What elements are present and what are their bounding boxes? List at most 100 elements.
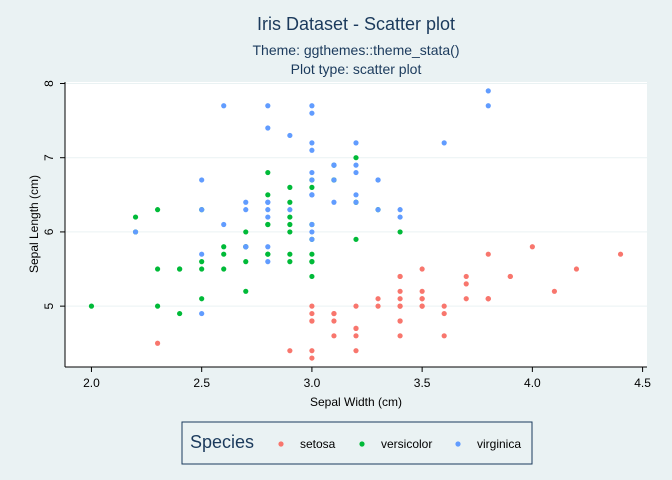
point-setosa [309,355,315,361]
point-setosa [353,325,359,332]
point-setosa [309,303,315,309]
point-setosa [419,288,425,294]
point-setosa [507,273,513,280]
point-versicolor [177,310,183,317]
point-setosa [309,318,315,324]
point-setosa [419,266,425,272]
y-tick-label: 8 [42,80,56,87]
point-setosa [573,266,580,272]
point-setosa [397,296,403,302]
legend: Species setosa versicolor virginica [181,421,533,465]
point-versicolor [287,229,293,235]
data-points [88,88,624,361]
point-versicolor [287,184,293,190]
point-setosa [397,303,403,309]
point-virginica [132,229,139,235]
point-versicolor [287,214,293,220]
y-axis-label: Sepal Length (cm) [27,175,41,273]
point-versicolor [287,251,293,257]
point-setosa [397,318,403,324]
point-virginica [309,169,315,176]
legend-label-versicolor: versicolor [381,437,432,451]
point-virginica [309,110,315,116]
chart-subtitle-line-1: Theme: ggthemes::theme_stata() [253,42,460,58]
x-tick-label: 2.0 [83,376,100,390]
point-virginica [243,199,249,205]
point-versicolor [265,192,271,198]
point-virginica [309,177,315,183]
point-virginica [265,259,271,265]
point-setosa [485,296,491,302]
point-virginica [221,221,227,228]
point-virginica [331,162,337,168]
point-virginica [353,199,359,205]
point-versicolor [265,251,271,257]
point-versicolor [309,184,315,190]
point-virginica [287,132,293,139]
y-tick-label: 7 [42,154,56,161]
point-versicolor [199,296,205,302]
point-versicolor [221,251,227,257]
point-virginica [265,199,271,205]
point-setosa [551,288,558,294]
point-setosa [353,348,359,354]
point-virginica [397,207,403,213]
point-setosa [463,281,469,287]
point-virginica [331,177,337,183]
legend-marker-virginica [455,441,461,447]
point-setosa [441,310,447,317]
legend-title: Species [190,432,254,452]
point-virginica [243,207,249,213]
point-setosa [309,310,315,317]
point-versicolor [221,266,227,272]
point-virginica [309,221,315,228]
legend-label-virginica: virginica [477,437,521,451]
point-virginica [485,103,491,109]
point-versicolor [287,221,293,228]
point-setosa [331,333,337,339]
plot-area [65,82,647,367]
point-setosa [441,303,447,309]
point-versicolor [243,288,249,294]
point-versicolor [132,214,139,220]
point-setosa [617,251,624,257]
point-virginica [441,140,447,146]
point-virginica [353,162,359,168]
point-virginica [287,207,293,213]
x-tick-label: 2.5 [193,376,210,390]
point-versicolor [154,303,161,309]
point-versicolor [243,229,249,235]
point-versicolor [309,259,315,265]
x-tick-label: 3.5 [414,376,431,390]
point-virginica [309,236,315,242]
point-setosa [397,273,403,280]
point-versicolor [265,221,271,228]
point-versicolor [265,169,271,176]
point-virginica [199,251,205,257]
legend-label-setosa: setosa [300,437,336,451]
point-versicolor [221,244,227,250]
point-setosa [529,244,535,250]
point-versicolor [154,266,161,272]
point-virginica [353,140,359,146]
point-setosa [331,310,337,317]
point-versicolor [199,259,205,265]
point-versicolor [397,229,403,235]
point-virginica [375,177,381,183]
point-virginica [309,140,315,146]
point-virginica [199,310,205,317]
point-versicolor [199,266,205,272]
point-virginica [331,199,337,205]
point-virginica [265,207,271,213]
legend-marker-versicolor [359,441,365,447]
point-setosa [154,340,161,346]
x-tick-label: 4.0 [524,376,541,390]
point-versicolor [309,273,315,280]
point-virginica [265,244,271,250]
point-virginica [309,192,315,198]
point-setosa [463,273,469,280]
point-setosa [485,251,491,257]
point-virginica [309,229,315,235]
point-setosa [353,303,359,309]
legend-marker-setosa [278,441,284,447]
